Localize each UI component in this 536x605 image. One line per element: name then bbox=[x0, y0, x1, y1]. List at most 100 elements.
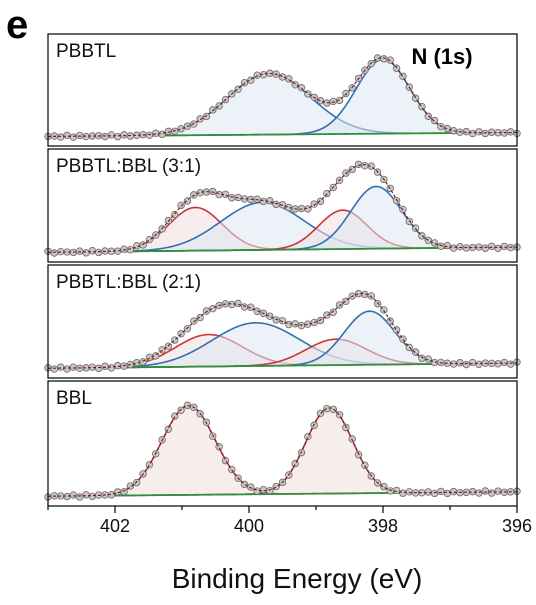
data-point bbox=[82, 249, 90, 257]
data-point bbox=[481, 244, 490, 252]
data-point bbox=[202, 307, 211, 315]
data-point bbox=[107, 131, 116, 139]
data-point bbox=[120, 245, 128, 253]
panel-2: PBBTL:BBL (2:1) bbox=[44, 264, 521, 379]
data-point bbox=[437, 242, 445, 250]
data-point bbox=[145, 131, 154, 139]
data-point bbox=[266, 487, 274, 495]
data-point bbox=[94, 248, 103, 257]
data-point bbox=[94, 364, 103, 373]
data-point bbox=[56, 133, 65, 141]
data-point bbox=[120, 487, 128, 496]
component-fill bbox=[48, 405, 517, 497]
data-point bbox=[234, 299, 242, 308]
data-point bbox=[63, 131, 71, 140]
data-point bbox=[297, 321, 306, 330]
panel-1: PBBTL:BBL (3:1) bbox=[44, 148, 521, 263]
sample-label: PBBTL bbox=[56, 41, 116, 62]
data-point bbox=[266, 312, 274, 320]
data-point bbox=[443, 241, 451, 250]
data-point bbox=[272, 200, 280, 209]
data-point bbox=[69, 491, 78, 499]
x-axis: 402 400 398 396 bbox=[47, 506, 532, 536]
data-point bbox=[196, 189, 204, 197]
data-point bbox=[75, 131, 84, 140]
data-point bbox=[424, 355, 432, 363]
data-point bbox=[329, 308, 337, 316]
data-point bbox=[177, 124, 185, 133]
data-point bbox=[386, 487, 394, 495]
data-point bbox=[240, 78, 249, 87]
data-point bbox=[342, 89, 350, 98]
data-point bbox=[487, 242, 496, 251]
data-point bbox=[475, 128, 483, 136]
data-point bbox=[392, 486, 401, 495]
data-point bbox=[323, 404, 331, 413]
data-point bbox=[468, 358, 477, 367]
data-point bbox=[449, 244, 458, 252]
data-point bbox=[297, 83, 306, 92]
data-point bbox=[139, 241, 147, 249]
data-point bbox=[240, 303, 249, 311]
data-point bbox=[316, 97, 325, 105]
data-point bbox=[329, 405, 337, 413]
data-point bbox=[443, 124, 451, 133]
data-point bbox=[253, 71, 261, 79]
sample-label: BBL bbox=[56, 388, 92, 409]
data-point bbox=[247, 303, 255, 311]
data-point bbox=[209, 304, 217, 313]
data-point bbox=[487, 489, 496, 497]
data-point bbox=[475, 489, 483, 497]
data-point bbox=[158, 346, 166, 354]
component-fill bbox=[48, 339, 517, 369]
data-point bbox=[449, 487, 458, 496]
data-point bbox=[310, 200, 318, 208]
data-point bbox=[437, 487, 445, 496]
component-fill bbox=[48, 73, 517, 137]
region-label: N (1s) bbox=[411, 44, 472, 69]
data-point bbox=[164, 127, 173, 136]
data-point bbox=[69, 363, 78, 371]
data-point bbox=[101, 362, 109, 370]
fit-envelope bbox=[47, 405, 518, 497]
x-tick-label: 402 bbox=[100, 516, 130, 536]
x-tick-label: 398 bbox=[368, 516, 398, 536]
sample-label: PBBTL:BBL (3:1) bbox=[56, 156, 201, 177]
data-point bbox=[506, 360, 515, 368]
data-point bbox=[367, 292, 375, 300]
data-point bbox=[126, 246, 135, 254]
data-point bbox=[278, 316, 287, 325]
panel-frame bbox=[47, 33, 518, 147]
data-point bbox=[456, 359, 464, 367]
component-fill bbox=[48, 334, 517, 369]
data-point bbox=[75, 247, 84, 255]
data-point bbox=[209, 106, 217, 114]
data-point bbox=[247, 483, 255, 491]
data-point bbox=[101, 132, 109, 141]
panel-0: PBBTL N (1s) bbox=[44, 33, 521, 147]
data-point bbox=[50, 249, 59, 257]
x-tick-label: 396 bbox=[502, 516, 532, 536]
data-point bbox=[500, 358, 509, 367]
data-point bbox=[291, 320, 299, 328]
data-point bbox=[405, 488, 413, 496]
panel-3: BBL bbox=[44, 380, 521, 507]
data-point bbox=[158, 130, 166, 138]
data-point bbox=[399, 489, 407, 497]
panel-frame bbox=[47, 380, 518, 507]
data-point bbox=[278, 201, 287, 209]
data-point bbox=[139, 358, 147, 366]
data-point bbox=[494, 244, 502, 253]
x-axis-title: Binding Energy (eV) bbox=[172, 563, 423, 594]
data-point bbox=[500, 242, 509, 251]
data-point bbox=[418, 354, 426, 362]
data-point bbox=[82, 491, 90, 499]
data-point bbox=[145, 461, 154, 469]
component-fill bbox=[48, 322, 517, 369]
data-point bbox=[380, 55, 388, 63]
data-point bbox=[456, 242, 464, 251]
component-fill bbox=[48, 186, 517, 253]
data-point bbox=[190, 317, 198, 325]
data-point bbox=[443, 489, 451, 498]
